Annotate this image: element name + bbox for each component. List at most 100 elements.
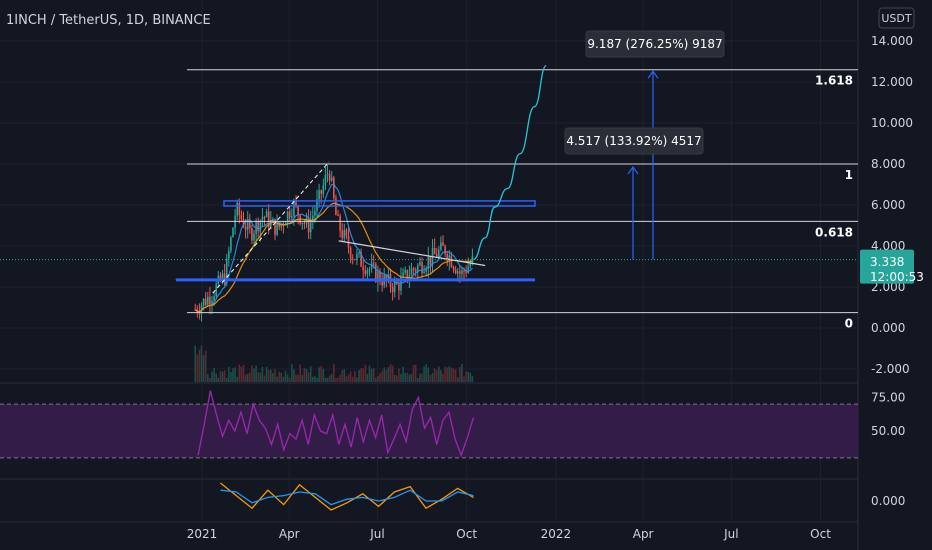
projection-path[interactable] bbox=[473, 64, 547, 261]
candle-body bbox=[442, 242, 444, 246]
volume-bar bbox=[320, 365, 323, 382]
volume-bar bbox=[213, 367, 215, 382]
candle-body bbox=[433, 247, 436, 255]
volume-bar bbox=[326, 377, 329, 382]
volume-bar bbox=[339, 374, 341, 382]
fib-level-label: 0.618 bbox=[815, 225, 853, 239]
volume-bar bbox=[347, 374, 350, 382]
price-axis[interactable]: 14.00012.00010.0008.0006.0004.0002.0000.… bbox=[871, 34, 913, 508]
candle-body bbox=[364, 270, 367, 274]
volume-bar bbox=[351, 376, 354, 382]
price-tick-label: 12.000 bbox=[871, 75, 913, 89]
candle-body bbox=[450, 255, 453, 268]
volume-bar bbox=[425, 364, 428, 382]
candle-body bbox=[341, 230, 344, 238]
time-tick-label: Apr bbox=[279, 527, 300, 541]
volume-bar bbox=[345, 376, 348, 382]
time-tick-label: Apr bbox=[633, 527, 654, 541]
candle-body bbox=[202, 298, 205, 306]
volume-bar bbox=[276, 376, 278, 382]
fib-level-label: 1.618 bbox=[815, 74, 853, 88]
candle-body bbox=[356, 253, 358, 260]
volume-bar bbox=[209, 377, 211, 382]
candle-body bbox=[362, 266, 365, 271]
candle-body bbox=[410, 268, 413, 276]
candle-body bbox=[417, 265, 419, 272]
volume-bar bbox=[295, 374, 297, 382]
volume-bar bbox=[228, 366, 230, 382]
volume-bar bbox=[196, 354, 199, 382]
moving-average-line bbox=[194, 183, 473, 313]
candle-body bbox=[360, 252, 362, 267]
price-tick-label: 4.000 bbox=[871, 239, 905, 253]
volume-bar bbox=[414, 364, 417, 382]
volume-bar bbox=[297, 374, 299, 382]
candle-body bbox=[402, 272, 404, 277]
candle-body bbox=[404, 269, 407, 273]
volume-bar bbox=[236, 376, 239, 382]
volume-bar bbox=[393, 374, 396, 382]
measure-arrow-head bbox=[647, 70, 659, 79]
measure-label-box bbox=[564, 127, 704, 155]
candle-body bbox=[440, 242, 442, 250]
descending-trendline[interactable] bbox=[338, 240, 486, 267]
volume-bar bbox=[202, 355, 205, 382]
volume-bar bbox=[370, 368, 373, 382]
candle-body bbox=[385, 275, 388, 281]
candle-body bbox=[204, 298, 207, 305]
price-tick-label: 0.000 bbox=[871, 321, 905, 335]
volume-bar bbox=[230, 371, 232, 382]
candle-body bbox=[419, 262, 421, 266]
volume-bar bbox=[435, 370, 438, 382]
volume-bar bbox=[341, 370, 344, 382]
price-tick-label: 6.000 bbox=[871, 198, 905, 212]
volume-bar bbox=[433, 368, 436, 382]
volume-bar bbox=[349, 371, 352, 382]
volume-histogram bbox=[194, 345, 474, 382]
volume-bar bbox=[307, 372, 310, 382]
volume-bar bbox=[362, 368, 365, 382]
candle-body bbox=[427, 256, 430, 269]
volume-bar bbox=[299, 364, 302, 382]
volume-bar bbox=[427, 367, 430, 382]
candle-body bbox=[316, 199, 318, 212]
rsi-pane bbox=[0, 390, 858, 459]
candle-body bbox=[301, 222, 304, 224]
volume-bar bbox=[372, 368, 375, 382]
volume-bar bbox=[454, 369, 457, 382]
dashed-trendline[interactable] bbox=[212, 161, 330, 294]
time-tick-label: 2021 bbox=[187, 527, 218, 541]
candle-body bbox=[339, 215, 341, 231]
candle-body bbox=[406, 269, 409, 280]
candle-body bbox=[309, 220, 312, 233]
volume-bar bbox=[217, 377, 220, 382]
volume-bar bbox=[270, 369, 272, 382]
volume-bar bbox=[288, 377, 291, 382]
volume-bar bbox=[251, 365, 253, 382]
candle-body bbox=[278, 222, 281, 228]
volume-bar bbox=[400, 373, 402, 382]
volume-bar bbox=[261, 366, 264, 382]
candle-body bbox=[467, 266, 470, 273]
measure-label-box bbox=[585, 30, 725, 58]
time-axis[interactable]: 2021 Apr Jul Oct 2022 Apr Jul Oct bbox=[187, 527, 831, 541]
chart-drawings[interactable]: 1.618 1 0.618 0 9.187 (276.25%) 9187 4.517 (1… bbox=[0, 30, 858, 331]
resistance-box[interactable] bbox=[223, 200, 536, 207]
candle-body bbox=[242, 219, 245, 227]
candle-body bbox=[444, 245, 446, 254]
volume-bar bbox=[389, 364, 392, 382]
volume-bar bbox=[255, 365, 257, 382]
price-tick-label: -2.000 bbox=[871, 362, 910, 376]
currency-button[interactable]: USDT bbox=[878, 7, 915, 29]
volume-bar bbox=[312, 376, 314, 382]
candle-body bbox=[366, 269, 369, 274]
candle-body bbox=[459, 271, 461, 274]
candle-body bbox=[265, 211, 268, 218]
time-tick-label: Oct bbox=[810, 527, 831, 541]
volume-bar bbox=[257, 372, 260, 382]
candle-body bbox=[312, 215, 314, 221]
volume-bar bbox=[450, 367, 453, 382]
volume-bar bbox=[459, 366, 461, 382]
candle-body bbox=[452, 267, 455, 270]
